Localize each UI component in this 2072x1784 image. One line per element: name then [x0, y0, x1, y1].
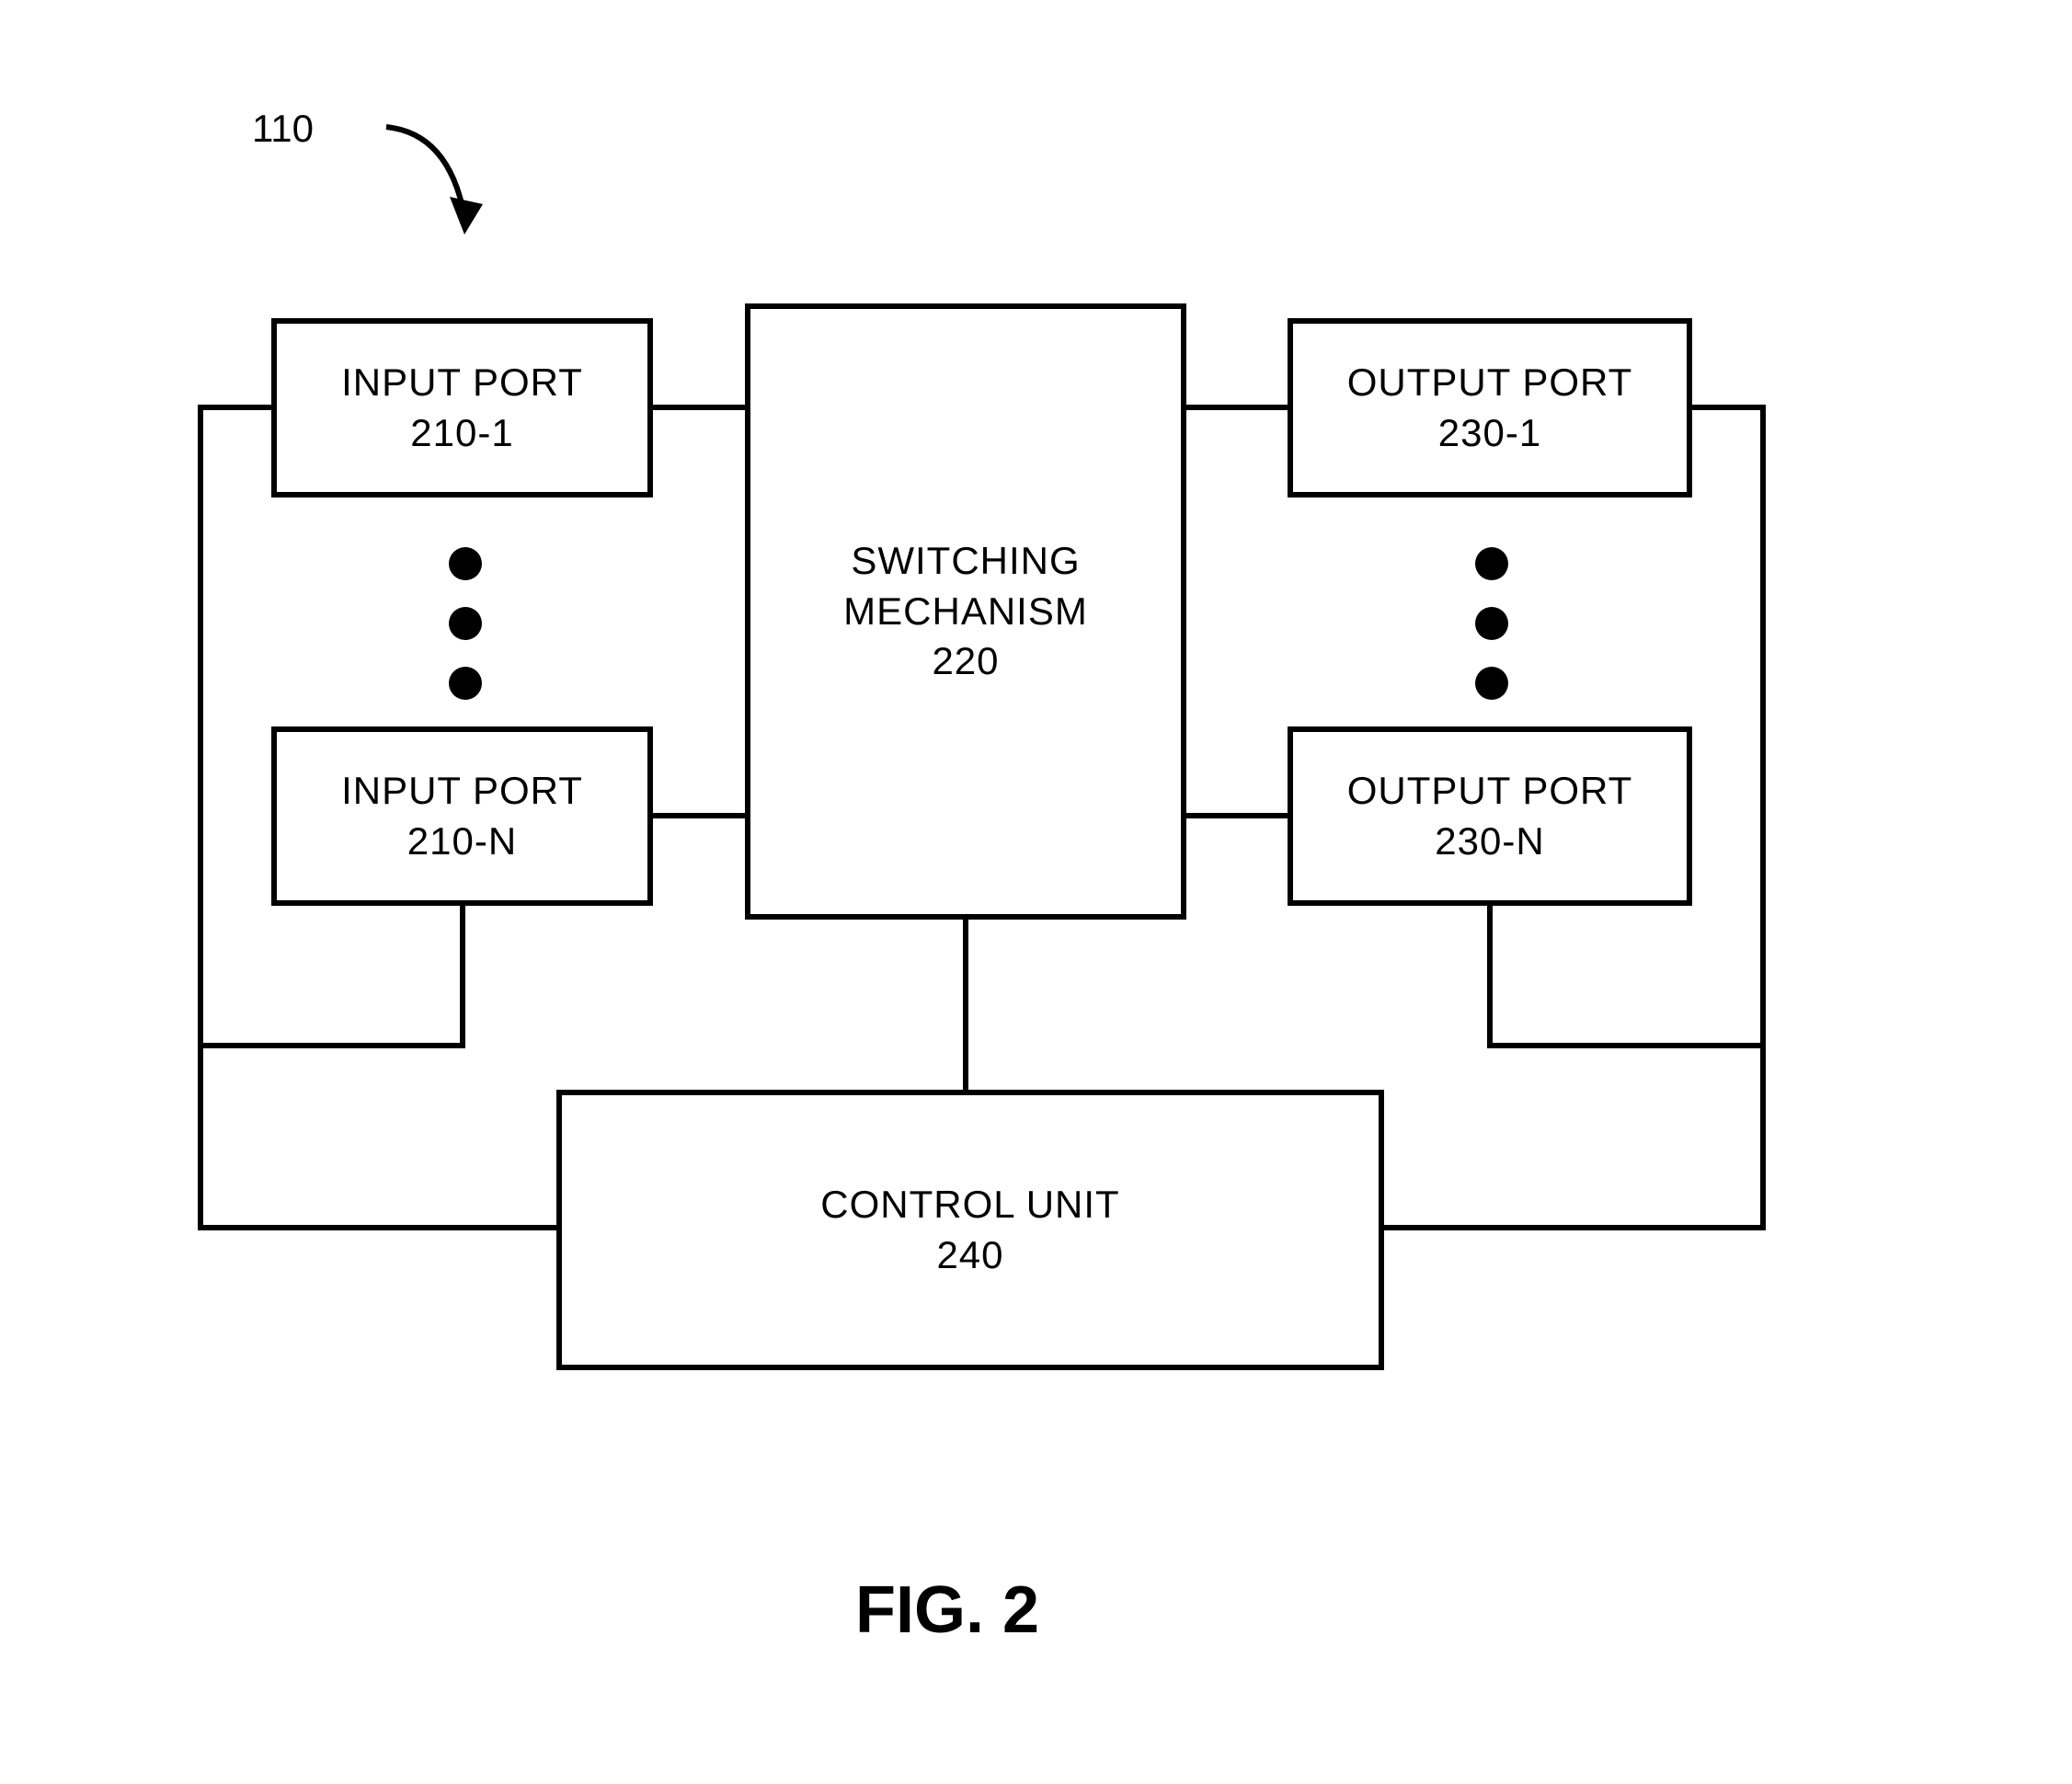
switching-mechanism-block: SWITCHING MECHANISM 220	[745, 303, 1186, 920]
block-diagram: 110 INPUT PORT 210-1 INPUT PORT 210-N SW…	[0, 0, 2072, 1784]
connector-line	[963, 920, 968, 1090]
switching-mechanism-label-1: SWITCHING	[851, 536, 1080, 587]
input-port-n-label: INPUT PORT	[341, 766, 583, 817]
output-port-1-block: OUTPUT PORT 230-1	[1288, 318, 1692, 497]
connector-line	[1384, 1225, 1766, 1230]
connector-line	[460, 906, 465, 1048]
connector-line	[198, 1043, 465, 1048]
ellipsis-dot-icon	[449, 547, 482, 580]
ellipsis-dot-icon	[449, 667, 482, 700]
connector-line	[1487, 906, 1493, 1048]
ref-arrow-icon	[0, 0, 552, 276]
switching-mechanism-ref: 220	[932, 636, 999, 687]
connector-line	[1186, 405, 1288, 410]
control-unit-block: CONTROL UNIT 240	[556, 1090, 1384, 1370]
connector-line	[198, 405, 203, 1230]
connector-line	[1487, 1043, 1766, 1048]
connector-line	[198, 405, 271, 410]
connector-line	[1692, 405, 1766, 410]
output-port-n-label: OUTPUT PORT	[1347, 766, 1632, 817]
control-unit-label: CONTROL UNIT	[820, 1180, 1119, 1230]
ellipsis-dot-icon	[1475, 607, 1508, 640]
input-port-n-block: INPUT PORT 210-N	[271, 726, 653, 906]
output-port-1-ref: 230-1	[1438, 408, 1541, 459]
ellipsis-dot-icon	[449, 607, 482, 640]
connector-line	[653, 813, 745, 818]
switching-mechanism-label-2: MECHANISM	[843, 587, 1088, 637]
output-port-n-block: OUTPUT PORT 230-N	[1288, 726, 1692, 906]
input-port-n-ref: 210-N	[407, 817, 517, 867]
control-unit-ref: 240	[936, 1230, 1003, 1281]
input-port-1-ref: 210-1	[410, 408, 513, 459]
ellipsis-dot-icon	[1475, 547, 1508, 580]
connector-line	[1760, 405, 1766, 1230]
connector-line	[653, 405, 745, 410]
output-port-n-ref: 230-N	[1435, 817, 1544, 867]
connector-line	[198, 1225, 556, 1230]
connector-line	[1186, 813, 1288, 818]
input-port-1-label: INPUT PORT	[341, 358, 583, 408]
ellipsis-dot-icon	[1475, 667, 1508, 700]
output-port-1-label: OUTPUT PORT	[1347, 358, 1632, 408]
input-port-1-block: INPUT PORT 210-1	[271, 318, 653, 497]
figure-label: FIG. 2	[855, 1572, 1039, 1648]
